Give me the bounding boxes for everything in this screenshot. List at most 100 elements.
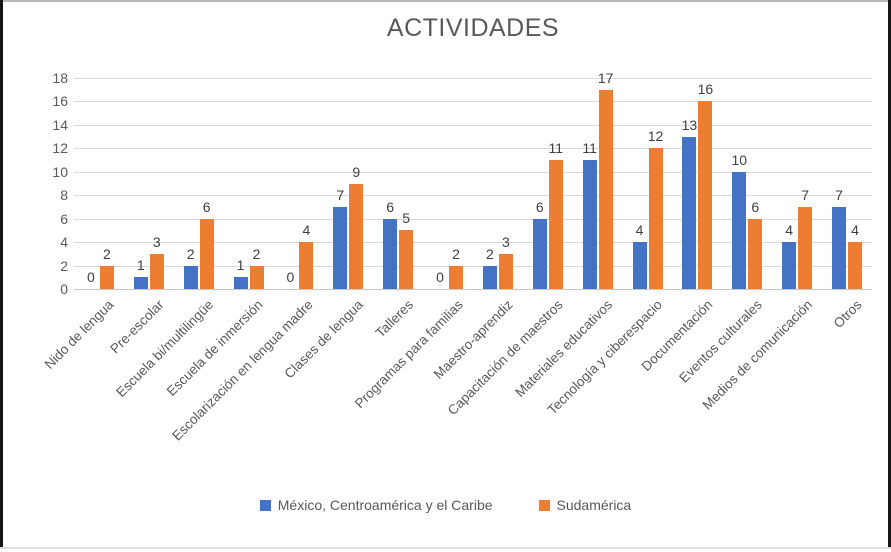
gridline bbox=[74, 289, 872, 290]
bar-value-label: 0 bbox=[286, 269, 295, 285]
bar-series2 bbox=[299, 242, 314, 289]
bar-value-label: 12 bbox=[647, 128, 664, 145]
bar-series2 bbox=[748, 218, 763, 289]
bar-value-label: 6 bbox=[386, 198, 395, 215]
y-tick-label: 14 bbox=[52, 116, 68, 133]
bar-series2 bbox=[548, 160, 563, 289]
bar-value-label: 9 bbox=[352, 163, 361, 180]
bar-series2 bbox=[648, 148, 663, 289]
legend-swatch bbox=[538, 499, 550, 511]
bar-series2 bbox=[698, 101, 713, 289]
frame-top-border bbox=[0, 0, 891, 2]
bar-series2 bbox=[848, 242, 863, 289]
bar-value-label: 2 bbox=[252, 245, 261, 262]
gridline bbox=[74, 124, 872, 126]
gridline bbox=[74, 78, 872, 79]
bar-value-label: 1 bbox=[136, 257, 145, 274]
bar-series1 bbox=[233, 277, 248, 289]
bar-series2 bbox=[199, 218, 214, 289]
bar-series1 bbox=[482, 265, 497, 289]
bar-value-label: 17 bbox=[597, 69, 614, 86]
bar-value-label: 3 bbox=[152, 233, 161, 250]
frame-bottom-border bbox=[0, 547, 891, 549]
legend-swatch bbox=[259, 499, 271, 511]
bar-value-label: 6 bbox=[535, 198, 544, 215]
bar-series1 bbox=[632, 242, 647, 289]
gridline bbox=[74, 195, 872, 197]
legend-label: Sudamérica bbox=[556, 497, 632, 513]
frame-right-border bbox=[888, 0, 891, 549]
bar-series2 bbox=[399, 230, 414, 289]
y-tick-label: 0 bbox=[60, 281, 68, 297]
bar-value-label: 6 bbox=[751, 198, 760, 215]
bar-series1 bbox=[333, 206, 348, 289]
bar-value-label: 2 bbox=[452, 245, 460, 262]
bar-series2 bbox=[449, 265, 464, 289]
legend-item: Sudamérica bbox=[538, 497, 632, 513]
bar-value-label: 4 bbox=[635, 222, 644, 239]
bar-series2 bbox=[798, 206, 813, 289]
bar-series1 bbox=[832, 206, 847, 289]
y-tick-label: 2 bbox=[60, 257, 68, 274]
y-tick-label: 18 bbox=[52, 70, 68, 86]
bar-value-label: 7 bbox=[336, 186, 345, 203]
bar-series1 bbox=[532, 218, 547, 289]
bar-series1 bbox=[732, 171, 747, 289]
gridline bbox=[74, 218, 872, 220]
chart-title: ACTIVIDADES bbox=[386, 14, 560, 42]
gridline bbox=[74, 148, 872, 150]
x-category-label: Talleres bbox=[372, 297, 416, 341]
frame-left-border bbox=[0, 0, 3, 549]
bar-series2 bbox=[598, 89, 613, 289]
y-tick-label: 8 bbox=[60, 187, 68, 204]
gridline bbox=[74, 101, 872, 103]
bar-value-label: 3 bbox=[502, 233, 510, 250]
bar-series2 bbox=[249, 265, 264, 289]
gridline bbox=[74, 265, 872, 267]
bar-series1 bbox=[133, 277, 148, 289]
bar-series2 bbox=[349, 183, 364, 289]
bar-value-label: 11 bbox=[548, 140, 564, 157]
y-tick-label: 12 bbox=[52, 140, 68, 157]
gridline bbox=[74, 242, 872, 244]
bar-value-label: 7 bbox=[835, 186, 843, 203]
y-tick-label: 4 bbox=[60, 234, 68, 251]
x-category-label: Escuela bi/multilingüe bbox=[113, 297, 217, 400]
bar-value-label: 4 bbox=[851, 222, 859, 239]
x-category-label: Materiales educativos bbox=[512, 297, 616, 400]
bar-value-label: 4 bbox=[785, 222, 794, 239]
bar-series1 bbox=[582, 160, 597, 289]
bar-series1 bbox=[782, 242, 797, 289]
chart-legend: México, Centroamérica y el Caribe Sudamér… bbox=[0, 497, 891, 513]
bar-value-label: 5 bbox=[402, 210, 411, 227]
bar-series1 bbox=[383, 218, 398, 289]
bar-value-label: 13 bbox=[681, 116, 698, 133]
bar-value-label: 2 bbox=[186, 245, 195, 262]
bar-value-label: 16 bbox=[697, 81, 714, 98]
bar-series2 bbox=[99, 265, 114, 289]
bar-value-label: 7 bbox=[801, 186, 810, 203]
x-category-label: Nido de lengua bbox=[41, 297, 117, 372]
bar-series2 bbox=[498, 253, 513, 289]
bar-series1 bbox=[682, 136, 697, 289]
bar-series2 bbox=[149, 253, 164, 289]
y-tick-label: 10 bbox=[52, 163, 68, 180]
bar-series1 bbox=[183, 265, 198, 289]
bar-value-label: 10 bbox=[731, 151, 748, 168]
y-tick-label: 16 bbox=[52, 93, 68, 110]
bar-value-label: 1 bbox=[236, 257, 245, 274]
gridline bbox=[74, 171, 872, 173]
x-category-label: Otros bbox=[830, 297, 865, 331]
bar-value-label: 11 bbox=[582, 140, 597, 157]
legend-item: México, Centroamérica y el Caribe bbox=[259, 497, 493, 513]
bar-value-label: 6 bbox=[202, 198, 211, 215]
bar-value-label: 0 bbox=[436, 269, 444, 285]
bar-value-label: 2 bbox=[486, 245, 494, 262]
y-tick-label: 6 bbox=[60, 210, 68, 227]
bar-value-label: 4 bbox=[302, 222, 311, 239]
legend-label: México, Centroamérica y el Caribe bbox=[277, 497, 493, 513]
x-category-label: Escuela de inmersión bbox=[164, 297, 267, 399]
bar-value-label: 0 bbox=[87, 269, 95, 285]
